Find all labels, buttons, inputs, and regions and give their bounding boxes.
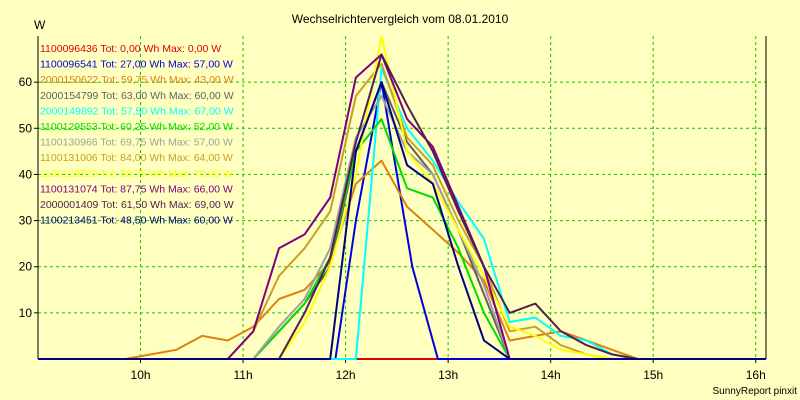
series-line-8 [38, 62, 766, 360]
legend-entry-11: 2000001409 Tot: 61,50 Wh Max: 69,00 W [40, 199, 234, 211]
series-line-12 [38, 81, 766, 360]
legend-entry-12: 1100213451 Tot: 48,50 Wh Max: 60,00 W [40, 215, 233, 227]
y-tick-label: 50 [19, 121, 33, 135]
grid [38, 36, 766, 359]
series-line-7 [38, 95, 766, 360]
series-line-3 [38, 159, 766, 360]
legend-entry-8: 1100131006 Tot: 84,00 Wh Max: 64,00 W [40, 152, 233, 164]
series-line-6 [38, 118, 766, 360]
series-lines [38, 35, 766, 360]
legend-entry-2: 1100096541 Tot: 27,00 Wh Max: 57,00 W [40, 59, 233, 71]
x-tick-label: 14h [541, 368, 561, 382]
legend-entry-9: 1100129520 Tot: 58,75 Wh Max: 70,00 W [40, 168, 233, 180]
x-tick-label: 13h [438, 368, 458, 382]
y-tick-label: 40 [19, 167, 33, 181]
legend-entry-10: 1100131074 Tot: 87,75 Wh Max: 66,00 W [40, 183, 233, 195]
y-tick-label: 30 [19, 214, 33, 228]
series-line-11 [38, 53, 766, 360]
y-axis-unit-label: W [34, 18, 46, 32]
x-tick-label: 11h [234, 368, 253, 382]
legend-entry-3: 2000150622 Tot: 59,75 Wh Max: 43,00 W [40, 74, 234, 86]
y-tick-label: 10 [19, 306, 33, 320]
x-tick-label: 12h [336, 368, 356, 382]
x-tick-label: 15h [643, 368, 663, 382]
x-tick-label: 10h [131, 368, 151, 382]
axes: 10h 11h 12h 13h 14h 15h 16h 10 20 30 40 50 60 [19, 36, 767, 382]
footer-credit: SunnyReport pinxit [713, 386, 798, 397]
legend-entry-5: 2000149892 Tot: 57,50 Wh Max: 67,00 W [40, 105, 234, 117]
legend-entry-1: 1100096436 Tot: 0,00 Wh Max: 0,00 W [40, 43, 221, 55]
y-tick-label: 20 [19, 260, 33, 274]
legend-entry-4: 2000154799 Tot: 63,00 Wh Max: 60,00 W [40, 90, 234, 102]
x-tick-label: 16h [746, 368, 766, 382]
chart-title: Wechselrichtervergleich vom 08.01.2010 [292, 12, 509, 26]
legend-entry-7: 1100130966 Tot: 69,75 Wh Max: 57,00 W [40, 137, 233, 149]
y-tick-label: 60 [19, 75, 33, 89]
legend-entry-6: 1100129553 Tot: 60,25 Wh Max: 52,00 W [40, 121, 233, 133]
legend: 1100096436 Tot: 0,00 Wh Max: 0,00 W 11000… [40, 43, 234, 227]
